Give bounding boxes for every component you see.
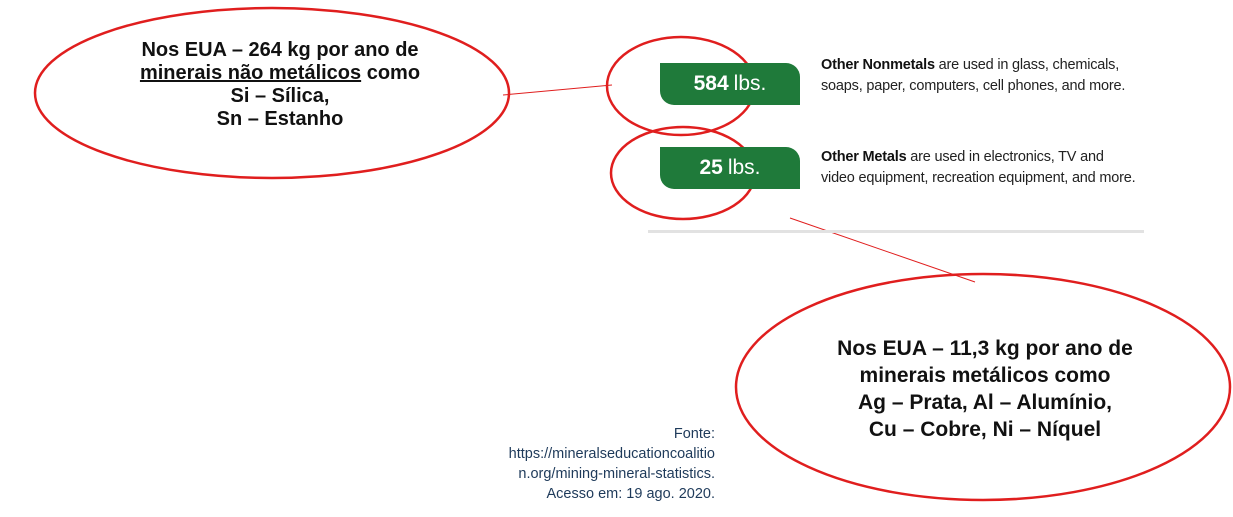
callout-left-line2-rest: como (361, 62, 421, 84)
callout-right-line4: Cu – Cobre, Ni – Níquel (868, 418, 1102, 441)
source-citation: Fonte: https://mineralseducationcoalitio… (430, 424, 715, 504)
connector-line-left (502, 84, 613, 96)
nonmetals-description: Other Nonmetals are used in glass, chemi… (821, 55, 1141, 97)
metals-amount-number: 25 (699, 156, 723, 179)
nonmetals-description-text: are used in glass, chemicals, soaps, pap… (821, 57, 1126, 94)
metals-description: Other Metals are used in electronics, TV… (821, 147, 1141, 189)
metals-amount-unit: lbs. (727, 156, 761, 179)
source-access-date: Acesso em: 19 ago. 2020. (546, 486, 715, 502)
callout-left-line4: Sn – Estanho (216, 108, 344, 130)
metals-description-text: are used in electronics, TV and video eq… (821, 149, 1136, 186)
callout-left-line2: minerais não metálicos como (95, 62, 465, 85)
connector-line-right (789, 217, 976, 283)
nonmetals-amount-unit: lbs. (733, 72, 767, 95)
metals-amount-pill: 25 lbs. (660, 147, 800, 189)
callout-right-text: Nos EUA – 11,3 kg por ano de minerais me… (775, 335, 1195, 443)
divider (648, 230, 1144, 233)
source-url-line1: https://mineralseducationcoalitio (508, 446, 715, 462)
source-url-line2: n.org/mining-mineral-statistics. (518, 466, 715, 482)
nonmetals-amount-number: 584 (693, 72, 729, 95)
nonmetals-amount-pill: 584 lbs. (660, 63, 800, 105)
source-label: Fonte: (673, 426, 715, 442)
callout-left-text: Nos EUA – 264 kg por ano de minerais não… (95, 39, 465, 131)
callout-right-line1: Nos EUA – 11,3 kg por ano de (837, 337, 1133, 360)
callout-right-line2: minerais metálicos como (859, 364, 1111, 387)
callout-left-line1: Nos EUA – 264 kg por ano de (141, 39, 419, 61)
callout-left-line3: Si – Sílica, (230, 85, 330, 107)
callout-right-line3: Ag – Prata, Al – Alumínio, (858, 391, 1112, 414)
nonmetals-term: Other Nonmetals (821, 57, 935, 73)
metals-term: Other Metals (821, 149, 907, 165)
callout-left-underlined-term: minerais não metálicos (139, 62, 362, 84)
